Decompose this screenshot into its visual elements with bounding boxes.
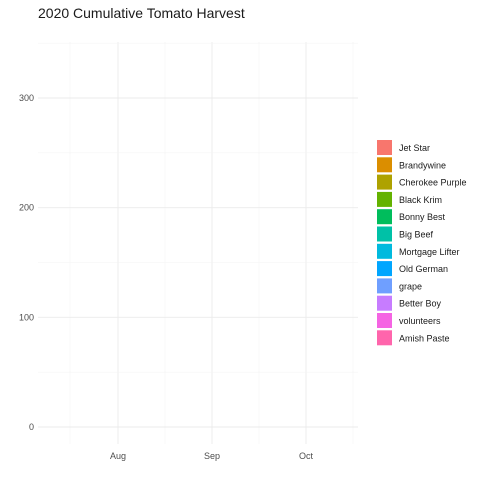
legend-key: [377, 226, 392, 242]
legend-label: Big Beef: [399, 230, 434, 240]
legend-label: grape: [399, 281, 422, 291]
chart-title: 2020 Cumulative Tomato Harvest: [38, 5, 245, 21]
legend-key: [377, 278, 392, 294]
legend-label: volunteers: [399, 316, 441, 326]
legend-key: [377, 330, 392, 346]
legend-key: [377, 313, 392, 328]
legend-key: [377, 295, 392, 311]
legend-key: [377, 191, 392, 207]
x-tick-label: Aug: [110, 451, 126, 461]
x-axis-ticks: Aug Sep Oct: [110, 451, 314, 461]
y-tick-label: 0: [29, 422, 34, 432]
legend-label: Amish Paste: [399, 333, 450, 343]
legend: Jet Star Brandywine Cherokee Purple Black K…: [377, 140, 467, 346]
legend-label: Better Boy: [399, 299, 442, 309]
plot-area: 0 100 200 300 Aug Sep Oct: [19, 42, 358, 461]
legend-label: Cherokee Purple: [399, 178, 467, 188]
legend-key: [377, 209, 392, 225]
legend-key: [377, 140, 392, 155]
y-axis-ticks: 0 100 200 300: [19, 93, 34, 432]
legend-key: [377, 157, 392, 173]
legend-label: Jet Star: [399, 143, 430, 153]
legend-label: Brandywine: [399, 160, 446, 170]
x-tick-label: Sep: [204, 451, 220, 461]
y-tick-label: 300: [19, 93, 34, 103]
y-tick-label: 200: [19, 203, 34, 213]
legend-label: Mortgage Lifter: [399, 247, 460, 257]
legend-label: Bonny Best: [399, 212, 446, 222]
x-tick-label: Oct: [299, 451, 314, 461]
legend-key: [377, 174, 392, 190]
legend-key: [377, 243, 392, 259]
legend-label: Black Krim: [399, 195, 442, 205]
legend-label: Old German: [399, 264, 448, 274]
y-tick-label: 100: [19, 312, 34, 322]
grid-lines: [38, 42, 358, 444]
legend-key: [377, 261, 392, 277]
